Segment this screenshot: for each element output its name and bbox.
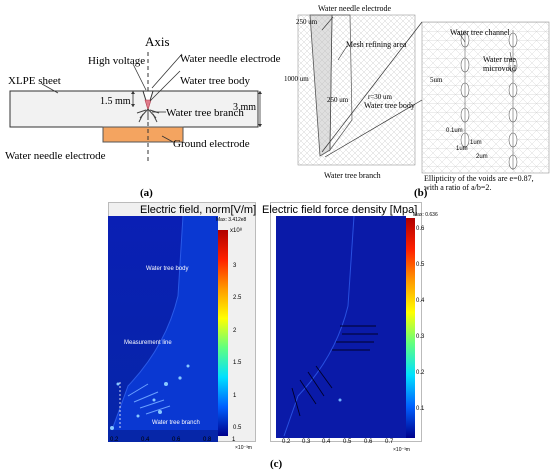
- b-dim-1um-a: 1um: [470, 140, 482, 146]
- tree-branches: [136, 108, 160, 123]
- water-needle-electrode-top-label: Water needle electrode: [180, 53, 281, 65]
- b-dim-5um: 5um: [430, 76, 443, 84]
- c-right-x-1: 0.3: [302, 439, 311, 445]
- c-left-tick-3: 1.5: [233, 360, 242, 366]
- ground-electrode-rect: [102, 126, 184, 143]
- tree-body-shape: [144, 99, 152, 112]
- c-left-tick-5: 0.5: [233, 425, 242, 431]
- panel-a-caption: (a): [140, 187, 153, 199]
- b-dim-2um: 2um: [476, 154, 488, 160]
- c-right-tick-5: 0.1: [416, 406, 425, 412]
- b-water-needle-electrode-label: Water needle electrode: [318, 4, 392, 13]
- b-dim-250-top: 250 um: [296, 18, 318, 26]
- c-right-x-3: 0.5: [343, 439, 352, 445]
- c-right-tick-3: 0.3: [416, 334, 425, 340]
- c-right-tick-1: 0.5: [416, 262, 425, 268]
- c-right-field: [276, 216, 406, 438]
- c-left-exp: x10⁸: [230, 228, 243, 234]
- c-right-x-2: 0.4: [322, 439, 331, 445]
- c-right-colorbar: [406, 218, 415, 438]
- c-left-x-4: 1: [232, 437, 236, 443]
- panel-b-caption: (b): [414, 187, 428, 199]
- c-right-tick-4: 0.2: [416, 370, 425, 376]
- c-left-x-unit: ×10⁻³m: [235, 445, 252, 451]
- dim-1-5-label: 1.5 mm: [100, 96, 131, 107]
- c-left-label-branch: Water tree branch: [152, 420, 200, 426]
- mesh-right-rect: [421, 21, 550, 174]
- panel-a-diagram: [9, 52, 262, 162]
- b-water-tree-channel: Water tree channel: [450, 28, 510, 37]
- axis-label: Axis: [145, 34, 170, 49]
- c-right-tick-2: 0.4: [416, 298, 425, 304]
- water-tree-branch-label: Water tree branch: [166, 107, 244, 119]
- c-right-x-0: 0.2: [282, 439, 291, 445]
- panel-c: Electric field, norm[V/m] Max: 3.412e8 x…: [0, 200, 550, 474]
- c-right-x-5: 0.7: [385, 439, 394, 445]
- xlpe-sheet-rect: [9, 90, 259, 128]
- c-left-label-line: Measurement line: [124, 340, 172, 346]
- c-right-x-unit: ×10⁻³m: [393, 447, 410, 453]
- panel-c-caption: (c): [270, 458, 283, 470]
- c-left-label-body: Water tree body: [146, 266, 189, 272]
- panel-a: Axis High voltage Water needle electrode…: [0, 0, 281, 200]
- c-left-max: Max: 3.412e8: [216, 217, 247, 223]
- b-dim-250-mid: 250 um: [327, 96, 349, 104]
- b-water-tree-body: Water tree body: [364, 101, 415, 110]
- b-dim-1000: 1000 um: [284, 75, 309, 83]
- c-right-title: Electric field force density [Mpa]: [262, 204, 418, 216]
- water-needle-electrode-bottom-label: Water needle electrode: [5, 150, 106, 162]
- c-left-x-0: 0.2: [110, 437, 119, 443]
- b-microvoid-1: Water tree: [483, 55, 516, 64]
- c-left-title: Electric field, norm[V/m]: [140, 204, 257, 216]
- c-left-tree-region: [112, 216, 218, 430]
- b-dim-1um-b: 1um: [456, 146, 468, 152]
- needle-shape: [142, 90, 154, 109]
- c-right-tick-0: 0.6: [416, 226, 425, 232]
- c-left-tick-4: 1: [233, 393, 237, 399]
- b-water-tree-branch: Water tree branch: [324, 171, 381, 180]
- b-dim-r30: r=30 um: [368, 93, 392, 101]
- panel-b-mesh: [297, 14, 550, 174]
- dim-3-label: 3 mm: [233, 102, 257, 113]
- panel-b: Water needle electrode 250 um Mesh refin…: [280, 0, 550, 200]
- c-left-x-3: 0.8: [203, 437, 212, 443]
- c-left-tick-2: 2: [233, 328, 237, 334]
- xlpe-sheet-label: XLPE sheet: [8, 75, 61, 87]
- c-left-x-2: 0.6: [172, 437, 181, 443]
- b-mesh-refining-label: Mesh refining area: [346, 40, 407, 49]
- b-dim-0-1um: 0.1um: [446, 128, 463, 134]
- c-right-x-4: 0.6: [364, 439, 373, 445]
- b-ellipticity-2: with a ratio of a/b=2.: [424, 183, 492, 192]
- b-ellipticity-1: Ellipticity of the voids are e=0.87,: [424, 174, 534, 183]
- ground-electrode-label: Ground electrode: [173, 138, 250, 150]
- c-left-tick-0: 3: [233, 263, 237, 269]
- water-tree-body-label: Water tree body: [180, 75, 250, 87]
- high-voltage-label: High voltage: [88, 55, 146, 67]
- c-right-max: Max: 0.636: [413, 212, 438, 218]
- c-left-tick-1: 2.5: [233, 295, 242, 301]
- c-left-colorbar: [218, 230, 228, 436]
- c-left-field: [108, 216, 218, 442]
- c-left-x-1: 0.4: [141, 437, 150, 443]
- b-microvoid-2: microvoid: [483, 64, 516, 73]
- mesh-left-rect: [297, 14, 416, 166]
